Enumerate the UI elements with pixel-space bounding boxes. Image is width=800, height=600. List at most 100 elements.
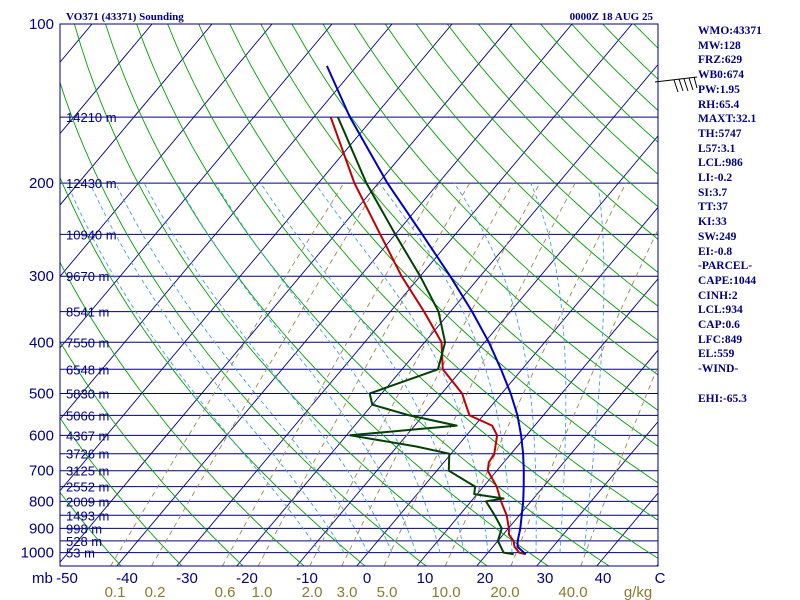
index-value: EI:-0.8 [698, 245, 733, 258]
height-labels: 14210 m 12430 m 10940 m 9670 m 8541 m 7550 m 6… [66, 110, 117, 561]
dry-adiabat-line [73, 24, 488, 566]
pressure-label: 900 [29, 520, 54, 537]
index-value: -WIND- [698, 363, 739, 376]
dry-adiabat-line [60, 81, 427, 566]
dry-adiabat-line [136, 24, 610, 566]
mixing-ratio-unit-label: g/kg [624, 584, 652, 600]
background-grid [0, 24, 658, 566]
height-label: 12430 m [66, 176, 117, 191]
index-value: EL:559 [698, 348, 735, 361]
dry-adiabat-line [60, 261, 305, 566]
height-label: 3726 m [66, 447, 109, 462]
index-value: LI:-0.2 [698, 172, 733, 185]
isotherm-line [416, 278, 658, 566]
mixing-ratio-line [341, 182, 541, 566]
mixing-ratio-line [151, 182, 380, 566]
mixing-ratio-tick-label: 0.6 [215, 584, 236, 600]
dry-adiabat-line [198, 24, 658, 521]
pressure-label: 500 [29, 385, 54, 402]
chart-title-time: 0000Z 18 AUG 25 [570, 11, 654, 23]
mixing-ratio-line [383, 182, 576, 566]
index-value: CINH:2 [698, 289, 738, 302]
index-value: TT:37 [698, 201, 728, 214]
mixing-ratio-tick-label: 40.0 [558, 584, 587, 600]
moist-adiabat-line [89, 182, 345, 553]
height-label: 8541 m [66, 305, 109, 320]
height-label: 2009 m [66, 494, 109, 509]
mixing-ratio-tick-label: 0.2 [145, 584, 166, 600]
mixing-ratio-line [222, 182, 440, 566]
wind-barb-staff [654, 76, 698, 83]
isotherm-line [176, 24, 633, 566]
height-label: 1493 m [66, 508, 109, 523]
temperature-tick-label: -30 [176, 570, 198, 587]
moist-adiabat-line [583, 183, 605, 553]
dry-adiabat-line [291, 24, 658, 411]
wind-barb [654, 76, 698, 93]
dewpoint-profile [336, 116, 514, 556]
chart-title-station: VO371 (43371) Sounding [66, 11, 184, 23]
pressure-label: 200 [29, 175, 54, 192]
index-value: MAXT:32.1 [698, 113, 757, 126]
dry-adiabat-line [167, 24, 658, 559]
dry-adiabat-line [322, 24, 658, 376]
temperature-tick-label: -20 [236, 570, 258, 587]
index-value: CAPE:1044 [698, 274, 757, 287]
moist-adiabat-line [143, 182, 393, 553]
temperature-tick-label: 30 [537, 570, 554, 587]
pressure-unit-label: mb [32, 570, 53, 587]
height-label: 9670 m [66, 269, 109, 284]
moist-adiabat-line [214, 182, 441, 553]
moist-adiabat-line [176, 182, 417, 553]
pressure-label: 700 [29, 463, 54, 480]
index-value: PW:1.95 [698, 83, 740, 96]
mixing-ratio-line [444, 182, 627, 566]
pressure-label: 300 [29, 268, 54, 285]
isotherm-line [536, 420, 658, 566]
height-label: 4367 m [66, 428, 109, 443]
index-value: KI:33 [698, 216, 727, 229]
temperature-tick-label: 0 [363, 570, 371, 587]
isotherm-line [60, 24, 453, 492]
dry-adiabat-line [384, 24, 658, 307]
mixing-ratio-tick-label: 20.0 [490, 584, 519, 600]
index-value: LFC:849 [698, 333, 743, 346]
height-label: 528 m [66, 534, 102, 549]
height-label: 2552 m [66, 480, 109, 495]
index-value: TH:5747 [698, 127, 742, 140]
pressure-label: 1000 [21, 545, 54, 562]
mixing-ratio-line [309, 182, 514, 566]
dry-adiabat-line [229, 24, 658, 484]
plot-frame [59, 23, 659, 567]
temperature-profile [329, 116, 526, 556]
isotherm-line [476, 349, 658, 566]
temperature-tick-label: C [655, 570, 666, 587]
height-label: 5830 m [66, 386, 109, 401]
index-value: EHI:-65.3 [698, 392, 747, 405]
index-value: RH:65.4 [698, 98, 740, 111]
moist-adiabat-line [114, 182, 369, 553]
wind-barb-flag [678, 78, 684, 92]
mixing-ratio-tick-label: 0.1 [105, 584, 126, 600]
isotherm-line [60, 24, 153, 135]
moist-adiabat-line [453, 182, 537, 553]
index-value: -PARCEL- [698, 260, 753, 273]
isotherm-line [0, 24, 32, 566]
height-label: 53 m [66, 546, 95, 561]
wind-barb-flag [683, 78, 689, 92]
temperature-tick-label: -50 [56, 570, 78, 587]
isotherm-line [60, 24, 333, 349]
wind-barb-flag [673, 79, 679, 93]
mixing-ratio-tick-label: 2.0 [302, 584, 323, 600]
height-label: 5066 m [66, 408, 109, 423]
index-value: LCL:986 [698, 157, 743, 170]
indices-panel: WMO:43371 MW:128 FRZ:629 WB0:674 PW:1.95 RH:6… [698, 24, 798, 406]
pressure-label: 100 [29, 16, 54, 33]
isotherm-line [296, 135, 658, 566]
index-value: MW:128 [698, 39, 741, 52]
moist-adiabat-line [260, 182, 465, 553]
isotherm-line [356, 206, 658, 566]
dry-adiabat-line [415, 24, 658, 273]
dry-adiabat-line [260, 24, 658, 447]
